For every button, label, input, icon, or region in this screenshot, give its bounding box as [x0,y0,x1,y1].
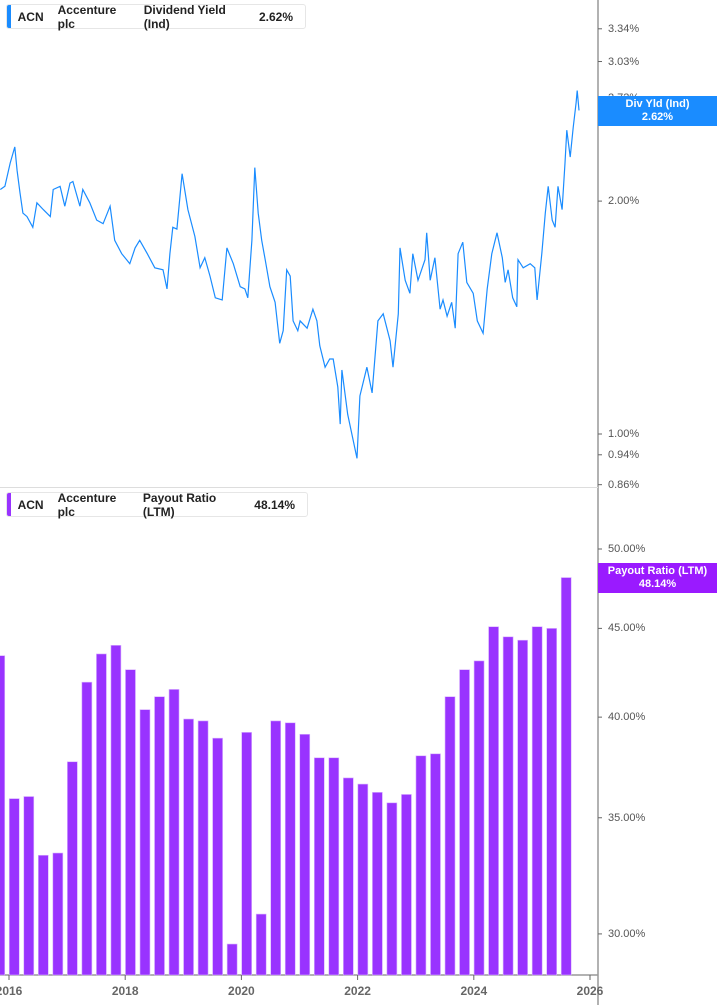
yield-axis-label: 0.94% [608,448,640,461]
payout-bar [531,626,543,976]
payout-bar [52,852,64,976]
x-axis-label: 2018 [111,984,139,998]
payout-bar [8,798,20,976]
payout-bar [357,783,369,976]
legend-company: Accenture plc [57,490,117,519]
payout-bar [473,660,485,976]
yield-axis-label: 2.00% [608,195,640,208]
payout-bar [154,696,165,976]
payout-bar [502,636,514,976]
legend-metric: Dividend Yield (Ind) [143,2,226,31]
payout-bar [343,777,354,976]
badge-label: Div Yld (Ind) [625,98,690,110]
payout-bar [313,757,325,976]
legend-value: 2.62% [258,9,293,24]
payout-axis-label: 35.00% [608,811,646,824]
payout-bar [67,761,78,976]
payout-axis-label: 45.00% [608,622,646,635]
x-axis-label: 2024 [460,984,488,998]
payout-bar [183,718,194,976]
payout-bar [444,696,456,976]
payout-bar [241,732,252,976]
x-axis-label: 2016 [0,984,23,998]
payout-bar [23,796,35,976]
legend-metric: Payout Ratio (LTM) [142,490,217,519]
payout-bar [284,722,296,976]
payout-bar [386,802,398,976]
payout-axis-label: 40.00% [608,711,646,724]
payout-bar [168,689,180,976]
dividend-yield-line [0,90,580,459]
yield-axis-label: 3.03% [608,55,640,68]
payout-bar [299,733,311,976]
payout-bar [415,755,427,976]
x-axis-label: 2020 [228,984,255,998]
legend-swatch-purple [7,493,11,516]
payout-bar [459,669,470,976]
x-axis-label: 2026 [576,984,604,998]
yield-value-badge: Div Yld (Ind) 2.62% [598,96,717,126]
payout-axis-label: 50.00% [608,543,646,555]
payout-bar [212,737,223,976]
legend-ticker: ACN [17,9,44,24]
payout-bar [255,913,267,976]
payout-value-badge: Payout Ratio (LTM) 48.14% [598,563,717,593]
payout-bar [430,753,441,976]
payout-bar [488,626,499,976]
payout-bar [139,709,151,976]
payout-bar [96,653,107,976]
legend-swatch-blue [7,5,11,28]
payout-bar [270,720,282,976]
payout-bar [125,669,136,976]
payout-bar [546,628,557,976]
payout-bar [401,794,412,976]
legend-company: Accenture plc [57,2,117,31]
payout-bar [38,854,49,976]
badge-value: 2.62% [641,111,674,123]
yield-axis-label: 1.00% [608,428,640,440]
x-axis-label: 2022 [344,984,371,998]
payout-bar [517,639,528,976]
badge-value: 48.14% [638,578,677,590]
payout-bar [0,655,6,976]
legend-ticker: ACN [17,497,44,512]
payout-bar [110,645,122,976]
payout-bar [81,681,93,976]
legend-value: 48.14% [254,497,295,512]
payout-bar [328,757,340,976]
payout-bar [560,577,572,976]
badge-label: Payout Ratio (LTM) [607,565,708,577]
yield-axis-label: 3.34% [608,22,640,35]
payout-bar [372,792,383,976]
bottom-legend: ACN Accenture plc Payout Ratio (LTM) 48.… [6,490,308,519]
payout-bar [226,943,238,976]
yield-axis-label: 0.86% [608,478,640,491]
payout-bar [197,720,209,976]
top-legend: ACN Accenture plc Dividend Yield (Ind) 2… [6,2,306,31]
payout-axis-label: 30.00% [608,927,646,940]
